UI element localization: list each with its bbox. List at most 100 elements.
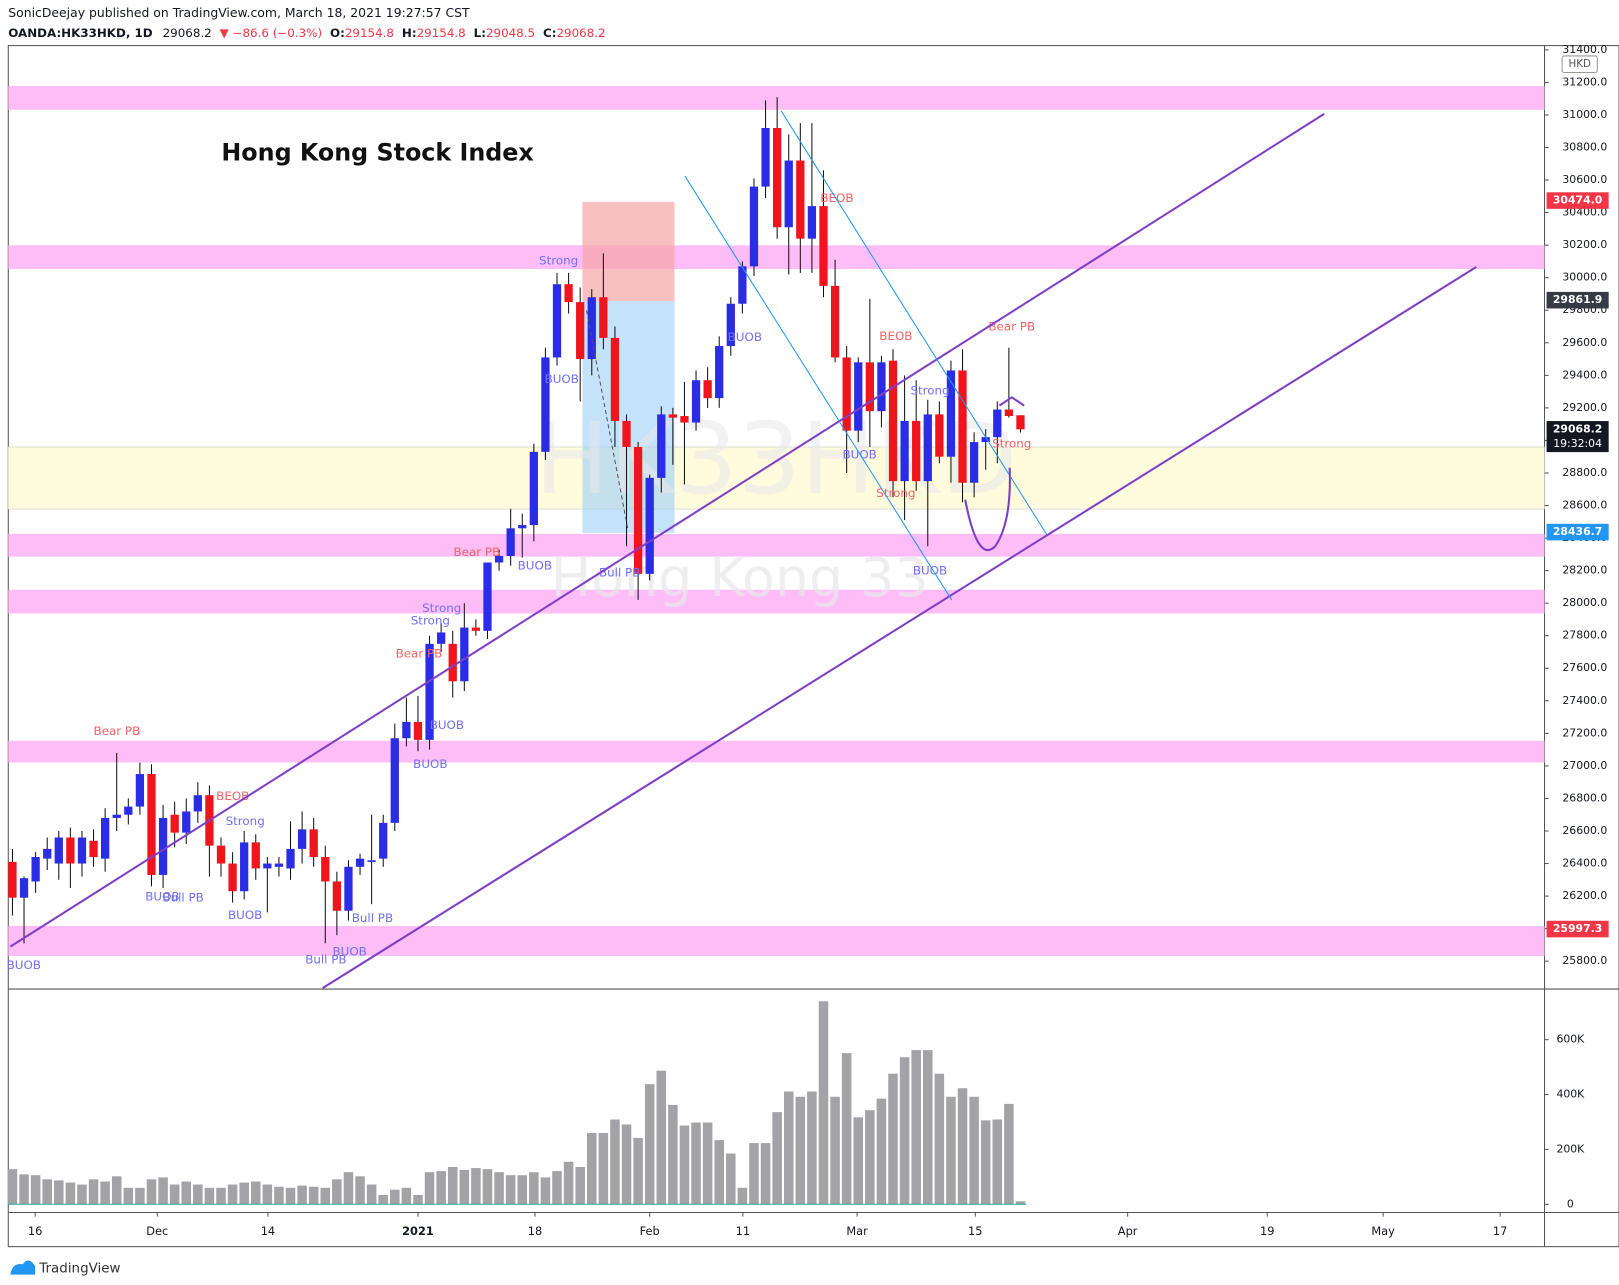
candle-body [819, 206, 828, 286]
y-tick-label: 30000.0 [1562, 271, 1607, 284]
y-tick-label: 31400.0 [1562, 43, 1607, 56]
trend-line [9, 112, 1325, 948]
volume-bar [193, 1184, 203, 1205]
y-tick-label: 31000.0 [1562, 108, 1607, 121]
curve [964, 467, 1011, 552]
signal-label: BUOB [518, 558, 552, 572]
signal-label: BUOB [228, 908, 262, 922]
volume-bar [876, 1098, 887, 1205]
candle-body [842, 357, 851, 431]
signal-label: Strong [910, 384, 949, 398]
ohlc-label: L: [474, 26, 486, 40]
zone [8, 533, 1545, 557]
frame [7, 45, 1619, 1248]
candle-body [784, 160, 793, 228]
candle-body [877, 362, 886, 412]
candle-body [425, 643, 434, 740]
volume-bar [54, 1180, 64, 1205]
candle-body [529, 451, 538, 526]
x-tick-label: May [1371, 1224, 1395, 1238]
candle-body [471, 627, 481, 631]
candle-body [622, 420, 631, 447]
candle-body [124, 806, 133, 815]
signal-label: Bear PB [94, 724, 141, 738]
zone [8, 740, 1545, 763]
volume-bar [598, 1132, 609, 1205]
price-badge [1546, 192, 1609, 209]
signal-label: BEOB [216, 789, 249, 803]
volume-bar [42, 1179, 52, 1205]
volume-bar [841, 1053, 852, 1205]
volume-bar [505, 1175, 516, 1205]
volume-bar [888, 1073, 898, 1205]
signal-label: Strong [411, 613, 450, 627]
volume-bar [702, 1122, 713, 1205]
candle-body [807, 206, 817, 239]
candle-body [182, 811, 191, 833]
candle-body [680, 416, 689, 423]
signal-label: Bear PB [396, 646, 443, 660]
logo: TradingView [10, 1260, 121, 1276]
volume-bar [726, 1153, 736, 1205]
candle-body [506, 528, 515, 556]
candle-body [726, 303, 735, 347]
volume-bar [146, 1179, 157, 1205]
candle-body [1004, 409, 1014, 417]
channel-line [780, 110, 1048, 536]
candle-body [402, 721, 411, 739]
volume-tick-label: 600K [1556, 1033, 1585, 1046]
signal-label: BEOB [820, 191, 853, 205]
candle-body [19, 878, 29, 898]
candle-body [645, 477, 654, 574]
y-tick-label: 25800.0 [1562, 954, 1607, 967]
zone [7, 446, 1545, 510]
volume-bar [911, 1050, 921, 1205]
x-tick-label: 16 [28, 1224, 42, 1238]
volume-bar [413, 1194, 423, 1205]
candle-body [367, 860, 376, 862]
signal-label: Bull PB [305, 953, 346, 967]
volume-bar [111, 1176, 122, 1205]
candle-body [587, 297, 596, 360]
volume-bar [934, 1073, 945, 1205]
x-tick-label: 19 [1260, 1224, 1274, 1238]
y-tick-label: 28000.0 [1562, 596, 1607, 609]
y-tick-label: 30800.0 [1562, 141, 1607, 154]
volume-tick-label: 0 [1567, 1197, 1574, 1210]
y-tick-label: 29200.0 [1562, 401, 1607, 414]
y-tick-label: 27400.0 [1562, 694, 1607, 707]
signal-label: Bull PB [352, 911, 393, 925]
ohlc-label: C: [543, 26, 556, 40]
candle-body [193, 795, 202, 812]
x-tick-label: Feb [640, 1224, 660, 1238]
candle-body [448, 643, 457, 682]
volume-bar [853, 1117, 864, 1205]
watermark-sub: Hong Kong 33 [551, 546, 929, 609]
y-tick-label: 28200.0 [1562, 564, 1607, 577]
y-tick-label: 31200.0 [1562, 75, 1607, 88]
candle-body [240, 842, 249, 892]
zone [8, 245, 1545, 270]
candle-body [912, 420, 921, 482]
signal-label: Bear PB [454, 545, 501, 559]
volume-bar [529, 1172, 539, 1205]
ohlc-value: 29154.8 [417, 26, 466, 40]
y-tick-label: 26400.0 [1562, 857, 1607, 870]
volume-bar [969, 1096, 979, 1205]
price-badge [1546, 920, 1609, 938]
price-badge [1546, 421, 1609, 453]
candle-body [413, 721, 423, 740]
volume-bar [807, 1091, 817, 1205]
candle-body [297, 829, 307, 849]
price-badge-label: 30474.0 [1553, 194, 1603, 207]
candle-body [703, 380, 712, 399]
volume-bar [644, 1084, 655, 1205]
y-tick-label: 29400.0 [1562, 368, 1607, 381]
candle-body [112, 814, 121, 818]
y-tick-label: 27800.0 [1562, 629, 1607, 642]
currency: HKD [1568, 58, 1591, 70]
y-tick-label: 27600.0 [1562, 661, 1607, 674]
volume-bar [7, 1169, 18, 1205]
candle-body [54, 837, 63, 864]
